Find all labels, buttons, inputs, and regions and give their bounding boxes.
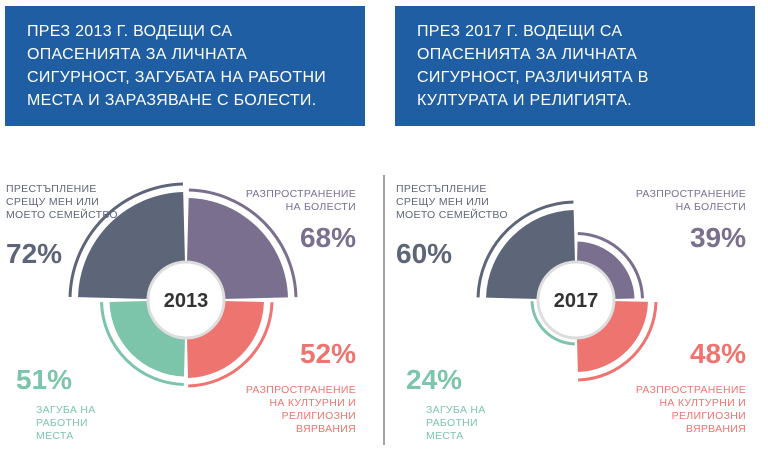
center-label: 2013: [164, 290, 209, 312]
value-label: 24%: [406, 364, 463, 395]
value-label: 72%: [6, 238, 63, 269]
value-label: 51%: [16, 364, 73, 395]
header-box: ПРЕЗ 2013 Г. ВОДЕЩИ СА ОПАСЕНИЯТА ЗА ЛИЧ…: [5, 6, 365, 126]
sector-ring: [68, 182, 184, 298]
header-box: ПРЕЗ 2017 Г. ВОДЕЩИ СА ОПАСЕНИЯТА ЗА ЛИЧ…: [395, 6, 755, 126]
category-label: РАЗПРОСТРАНЕНИЕ НА КУЛТУРНИ И РЕЛИГИОЗНИ…: [635, 384, 746, 435]
category-label: РАЗПРОСТРАНЕНИЕ НА КУЛТУРНИ И РЕЛИГИОЗНИ…: [245, 384, 356, 435]
category-label: ЗАГУБА НА РАБОТНИ МЕСТА: [36, 404, 96, 442]
sector: [486, 210, 576, 300]
category-label: ПРЕСТЪПЛЕНИЕ СРЕЩУ МЕН ИЛИ МОЕТО СЕМЕЙСТ…: [396, 183, 508, 221]
value-label: 39%: [689, 222, 746, 253]
value-label: 52%: [299, 338, 356, 369]
category-label: ПРЕСТЪПЛЕНИЕ СРЕЩУ МЕН ИЛИ МОЕТО СЕМЕЙСТ…: [6, 183, 118, 221]
value-label: 68%: [299, 222, 356, 253]
sector-ring: [188, 188, 298, 298]
center-circle: [536, 260, 616, 340]
sector-ring: [577, 232, 644, 299]
sector-ring: [530, 301, 575, 346]
sector: [109, 300, 186, 377]
sector-ring: [188, 302, 274, 388]
sector-ring: [100, 302, 184, 386]
sector-ring: [476, 200, 574, 298]
category-label: РАЗПРОСТРАНЕНИЕ НА БОЛЕСТИ: [245, 188, 356, 213]
sector-ring: [578, 302, 658, 382]
sector: [576, 300, 648, 372]
center-circle: [146, 260, 226, 340]
sector: [576, 241, 635, 300]
category-label: РАЗПРОСТРАНЕНИЕ НА БОЛЕСТИ: [635, 188, 746, 213]
category-label: ЗАГУБА НА РАБОТНИ МЕСТА: [426, 404, 486, 442]
value-label: 60%: [396, 238, 453, 269]
value-label: 48%: [689, 338, 746, 369]
sector: [186, 300, 264, 378]
center-label: 2017: [554, 290, 599, 312]
